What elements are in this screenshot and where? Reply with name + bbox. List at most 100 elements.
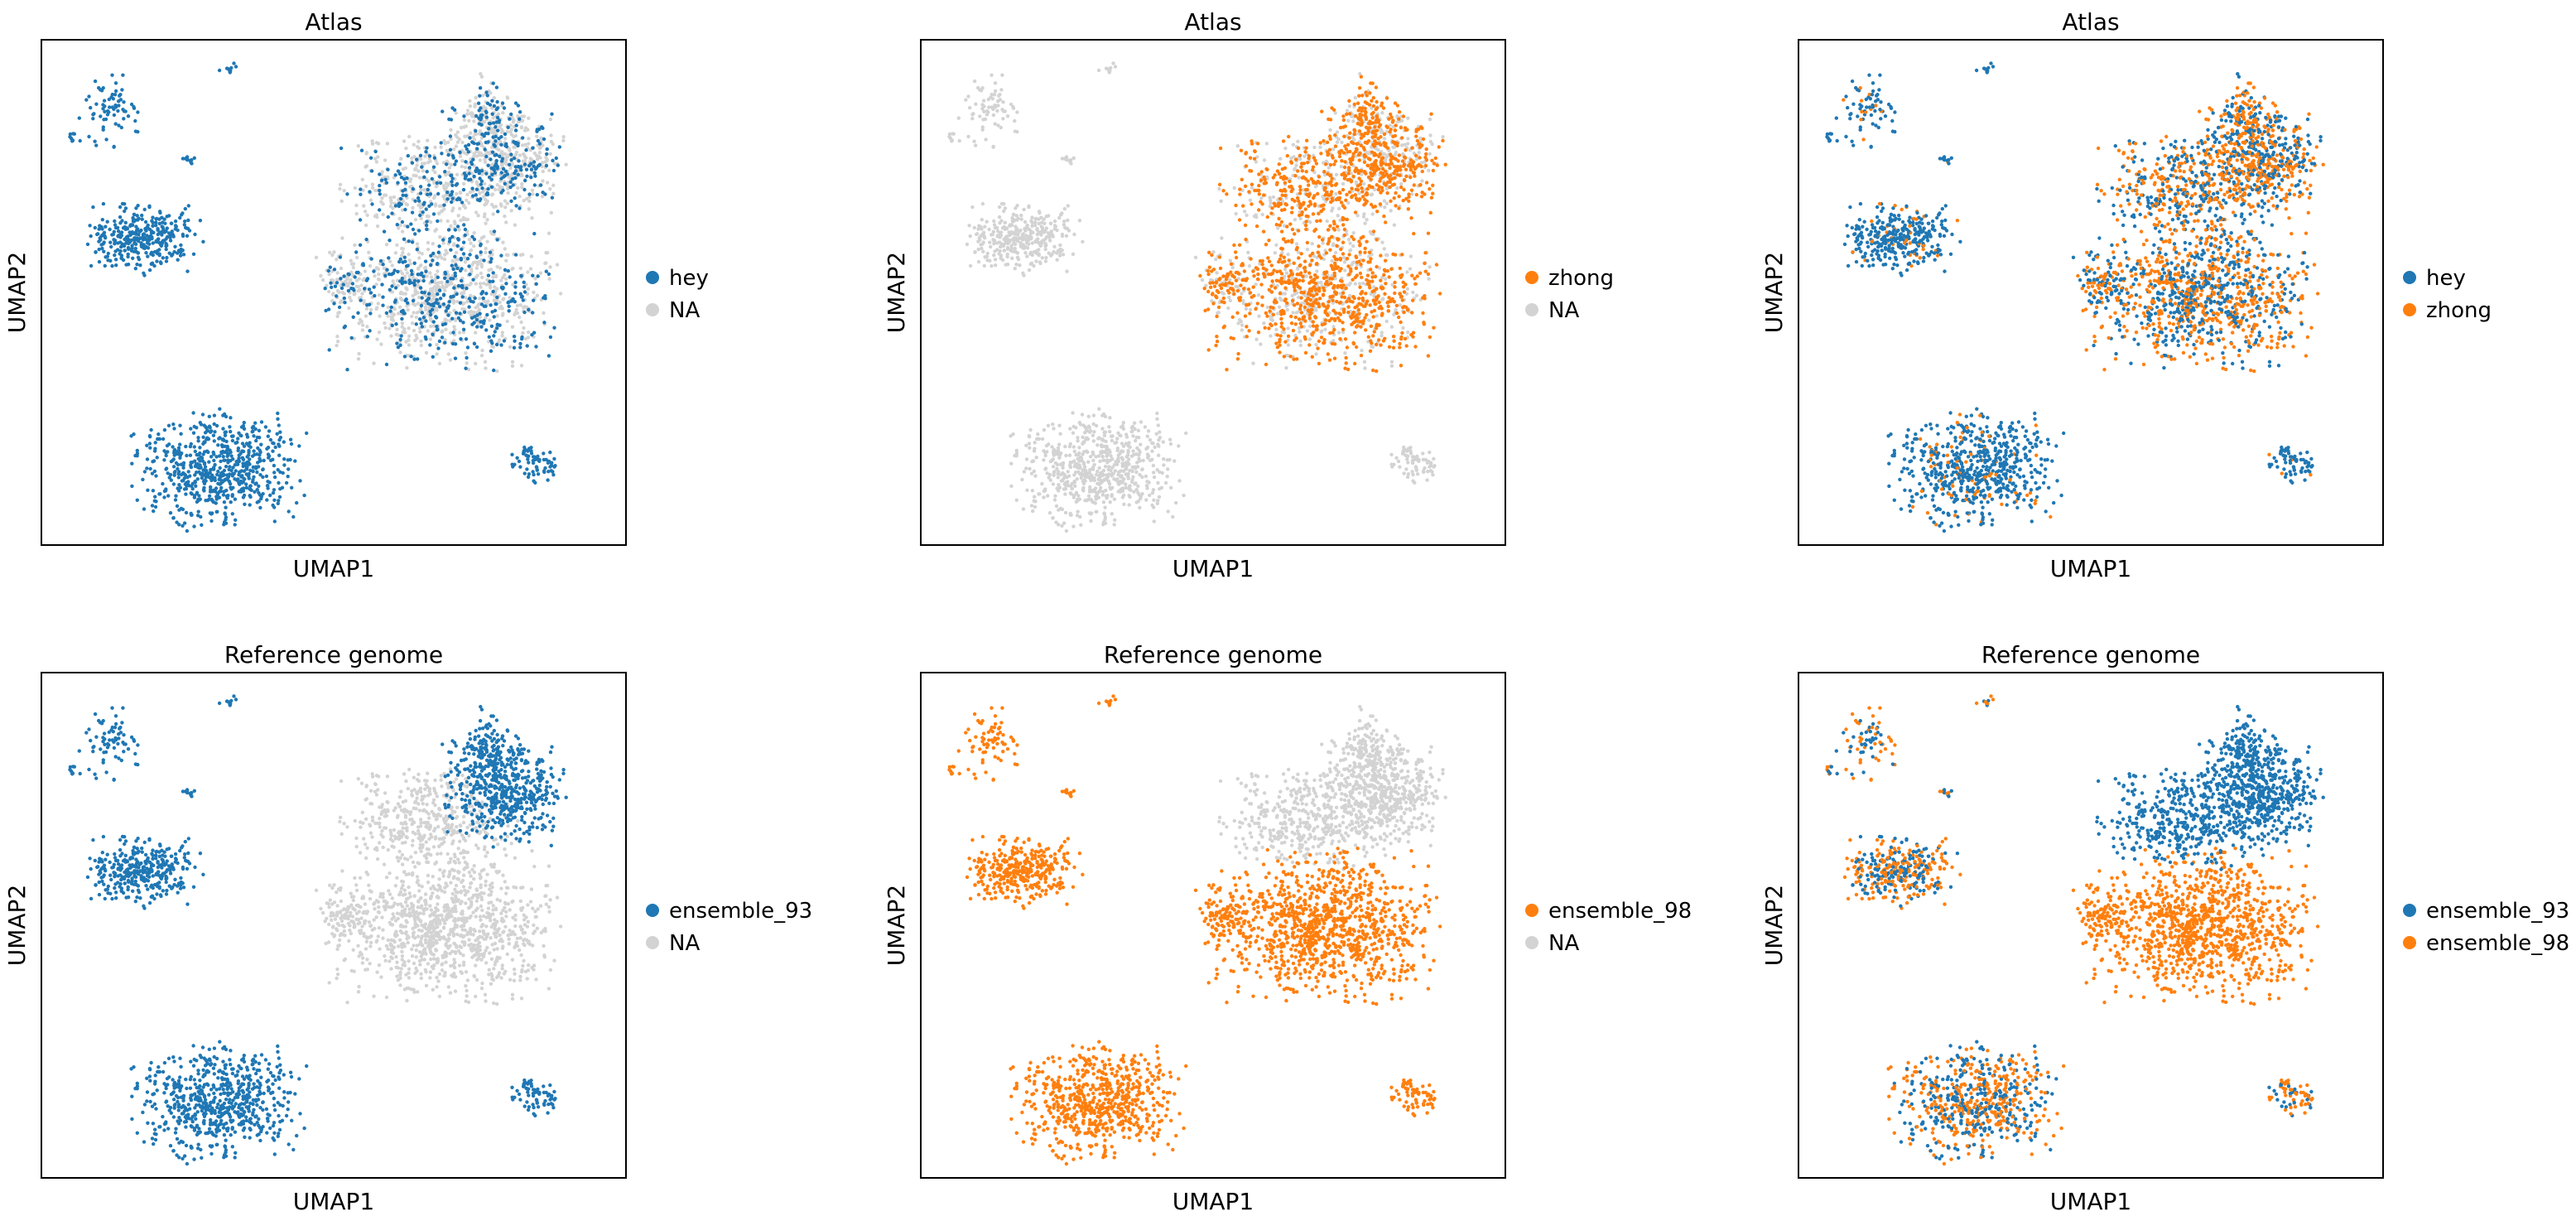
scatter-point — [1284, 365, 1288, 370]
scatter-point — [400, 321, 405, 326]
scatter-point — [1095, 509, 1099, 514]
scatter-point — [87, 94, 91, 99]
scatter-point — [446, 282, 451, 287]
scatter-point — [1021, 271, 1025, 275]
scatter-point — [416, 203, 421, 208]
scatter-point — [156, 240, 161, 244]
scatter-point — [171, 445, 175, 449]
scatter-point — [87, 134, 91, 139]
scatter-point — [126, 237, 131, 242]
scatter-point — [1251, 361, 1255, 365]
scatter-point — [196, 439, 200, 443]
scatter-point — [185, 155, 190, 159]
scatter-point — [356, 144, 360, 148]
scatter-point — [1346, 238, 1351, 242]
scatter-point — [341, 282, 345, 287]
scatter-point — [419, 216, 423, 220]
scatter-point — [368, 307, 373, 312]
scatter-point — [522, 114, 527, 118]
scatter-point — [440, 256, 444, 260]
scatter-point — [1427, 168, 1431, 172]
scatter-point — [484, 250, 488, 254]
scatter-point — [363, 287, 367, 291]
scatter-point — [981, 230, 986, 234]
scatter-point — [459, 284, 464, 288]
scatter-point — [1023, 220, 1028, 224]
scatter-point — [499, 278, 503, 282]
scatter-point — [469, 309, 474, 314]
scatter-point — [463, 134, 467, 138]
scatter-point — [1076, 509, 1080, 514]
scatter-point — [358, 218, 363, 222]
scatter-point — [207, 494, 212, 498]
scatter-point — [1051, 516, 1055, 520]
scatter-point — [369, 169, 374, 173]
scatter-point — [1003, 220, 1008, 224]
scatter-point — [991, 144, 995, 149]
scatter-point — [453, 356, 458, 360]
scatter-point — [1040, 437, 1045, 442]
scatter-point — [207, 414, 211, 418]
scatter-point — [398, 269, 403, 273]
scatter-point — [478, 158, 482, 162]
scatter-point — [117, 104, 121, 108]
scatter-point — [70, 138, 75, 142]
scatter-point — [1042, 458, 1046, 462]
scatter-point — [1042, 427, 1047, 432]
scatter-point — [428, 312, 433, 317]
scatter-point — [399, 334, 403, 338]
scatter-point — [356, 288, 360, 293]
scatter-point — [519, 274, 523, 278]
scatter-point — [272, 475, 277, 480]
scatter-point — [1398, 303, 1402, 307]
scatter-point — [1043, 237, 1047, 241]
scatter-point — [405, 365, 409, 370]
scatter-point — [1040, 481, 1044, 486]
scatter-point — [484, 115, 489, 119]
scatter-point — [1107, 465, 1111, 469]
scatter-point — [986, 110, 990, 114]
scatter-point — [525, 344, 529, 348]
scatter-point — [103, 109, 107, 113]
scatter-point — [490, 99, 494, 103]
scatter-point — [498, 123, 503, 127]
scatter-point — [151, 215, 155, 220]
scatter-point — [107, 110, 111, 114]
scatter-point — [1086, 460, 1091, 464]
scatter-point — [136, 255, 141, 259]
scatter-point — [976, 85, 980, 90]
scatter-point — [1025, 254, 1029, 258]
scatter-point — [413, 166, 418, 171]
scatter-point — [1113, 518, 1117, 522]
scatter-point — [345, 368, 349, 372]
scatter-point — [393, 286, 398, 290]
scatter-point — [1389, 359, 1394, 364]
scatter-point — [443, 276, 447, 280]
scatter-point — [1027, 268, 1032, 273]
scatter-point — [545, 157, 550, 162]
scatter-point — [425, 220, 429, 224]
scatter-point — [548, 186, 552, 191]
scatter-point — [140, 217, 144, 221]
scatter-point — [489, 303, 493, 307]
scatter-point — [1049, 221, 1053, 225]
scatter-point — [414, 322, 418, 326]
scatter-point — [457, 331, 462, 335]
scatter-point — [290, 485, 294, 490]
scatter-point — [91, 205, 95, 210]
scatter-point — [558, 292, 563, 296]
scatter-point — [201, 435, 205, 439]
scatter-point — [1027, 238, 1031, 243]
scatter-point — [535, 128, 539, 132]
scatter-point — [484, 221, 488, 225]
scatter-point — [1027, 442, 1032, 446]
scatter-point — [500, 101, 505, 105]
scatter-point — [1110, 493, 1115, 497]
scatter-point — [501, 111, 505, 115]
scatter-point — [1046, 423, 1051, 427]
scatter-point — [368, 329, 372, 333]
scatter-point — [93, 139, 97, 143]
scatter-point — [390, 323, 394, 328]
scatter-point — [410, 240, 415, 244]
